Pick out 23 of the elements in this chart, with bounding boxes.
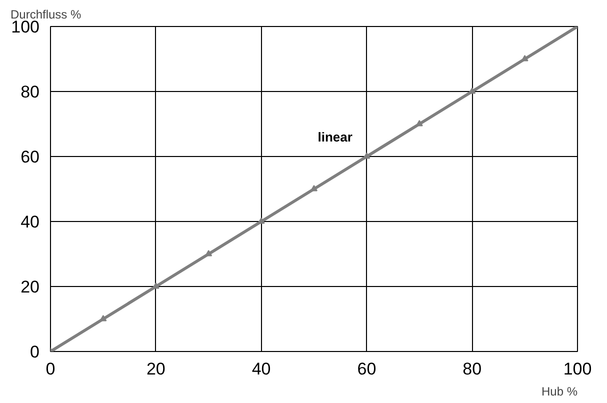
point	[416, 120, 423, 126]
point	[258, 218, 265, 224]
x-tick-label: 0	[46, 360, 56, 378]
x-tick-label: 40	[252, 360, 271, 378]
y-tick-label: 60	[20, 148, 40, 166]
point	[100, 315, 107, 322]
x-tick-label: 100	[563, 360, 592, 378]
point	[363, 152, 370, 159]
x-tick-label: 20	[146, 360, 166, 378]
y-tick-label: 0	[30, 342, 40, 362]
y-tick-label: 20	[20, 278, 40, 296]
point	[468, 88, 476, 94]
point	[521, 55, 528, 62]
x-tick-label: 80	[462, 360, 482, 378]
x-axis-title: Hub %	[541, 384, 578, 398]
y-tick-label: 40	[20, 212, 40, 232]
line-series	[50, 26, 578, 352]
y-tick-label: 80	[20, 82, 40, 102]
point	[152, 282, 160, 289]
x-tick-label: 60	[357, 360, 376, 378]
annotation: linear	[318, 130, 352, 144]
point	[205, 250, 212, 256]
point	[310, 185, 318, 192]
